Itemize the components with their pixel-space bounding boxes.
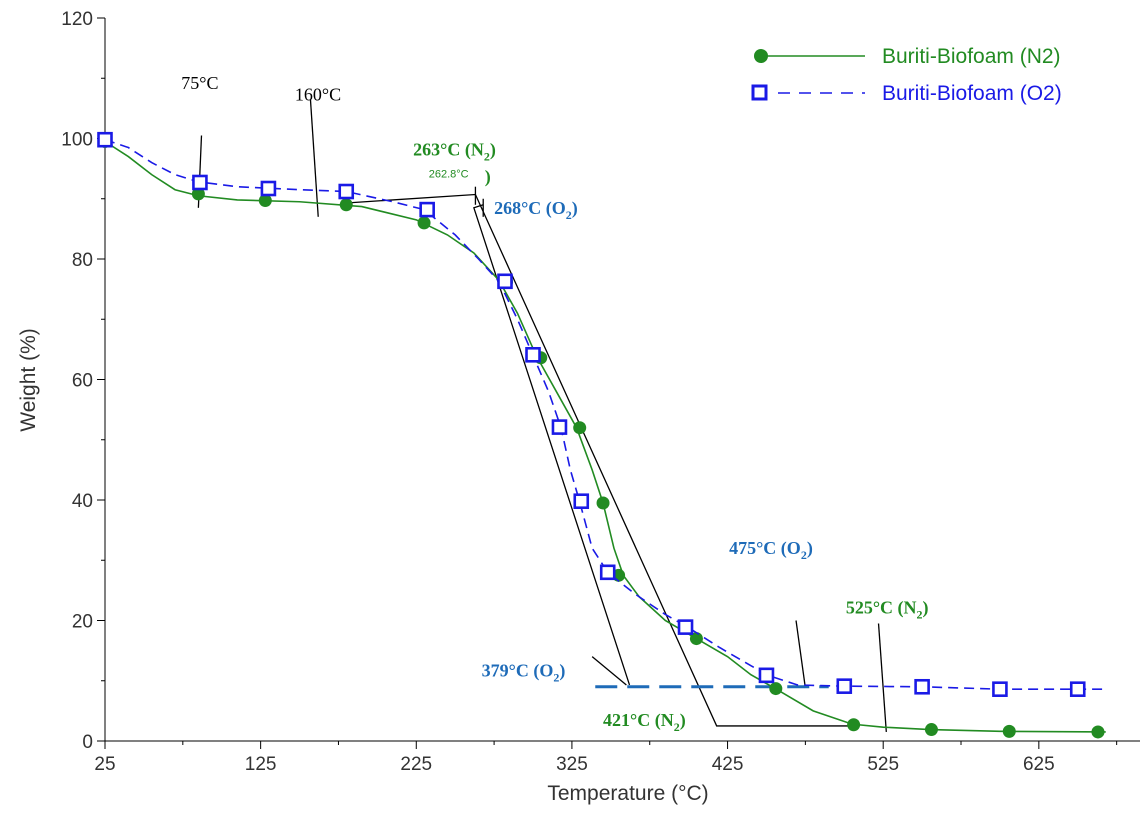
series-line xyxy=(104,138,1106,690)
data-point xyxy=(258,194,272,208)
annotation-text: 421°C (N xyxy=(603,710,674,731)
data-point xyxy=(1002,724,1016,738)
data-point xyxy=(417,216,431,230)
axes: 25 125 225 325 425 525 625 0 20 40 60 80 100 120 Tem… xyxy=(17,9,1140,805)
legend-marker-n2 xyxy=(754,49,768,63)
data-point xyxy=(191,187,205,201)
annotation-text: 525°C (N xyxy=(846,597,917,618)
data-point xyxy=(338,183,355,200)
x-tick-label: 525 xyxy=(867,754,899,775)
data-point xyxy=(847,718,861,732)
y-axis-title: Weight (%) xyxy=(17,328,40,431)
annotation-label: 262.8°C xyxy=(429,169,469,181)
annotation-subscript: 2 xyxy=(674,720,680,734)
x-tick-label: 225 xyxy=(400,754,432,775)
annotation-subscript: 2 xyxy=(801,548,807,562)
data-point xyxy=(689,632,703,646)
annotation-text: 379°C (O xyxy=(482,661,554,682)
y-ticks: 0 20 40 60 80 100 120 xyxy=(61,9,105,753)
annotation-close-paren: ) xyxy=(680,710,686,731)
series-layer xyxy=(97,131,1106,739)
annotation-text: 263°C (N xyxy=(413,139,484,160)
annotation-label: 263°C (N2) xyxy=(413,139,496,163)
annotation-close-paren: ) xyxy=(490,139,496,160)
annotation-label: 379°C (O2) xyxy=(482,661,566,685)
annotation-subscript: 2 xyxy=(484,149,490,163)
annotation-close-paren: ) xyxy=(559,661,565,682)
data-point xyxy=(192,174,208,191)
annotation-text: 262.8°C xyxy=(429,169,469,181)
y-tick-label: 80 xyxy=(72,250,93,271)
annotation-label: 75°C xyxy=(181,73,218,93)
data-point xyxy=(1069,681,1086,697)
annotation-close-paren: ) xyxy=(572,198,578,219)
annotation-label: 475°C (O2) xyxy=(729,538,813,562)
legend-label-o2: Buriti-Biofoam (O2) xyxy=(882,82,1062,105)
data-point xyxy=(769,682,783,696)
x-ticks: 25 125 225 325 425 525 625 xyxy=(94,741,1118,775)
x-tick-label: 25 xyxy=(94,754,115,775)
annotation-line xyxy=(346,193,853,727)
annotation-lines xyxy=(197,99,887,733)
annotation-text: 475°C (O xyxy=(729,538,801,559)
data-point xyxy=(419,201,435,218)
annotation-line xyxy=(795,620,807,689)
annotation-line xyxy=(309,99,319,217)
x-tick-label: 125 xyxy=(245,754,277,775)
legend: Buriti-Biofoam (N2) Buriti-Biofoam (O2) xyxy=(751,45,1062,105)
legend-marker-o2 xyxy=(751,84,768,101)
legend-label-n2: Buriti-Biofoam (N2) xyxy=(882,45,1061,68)
data-point xyxy=(573,421,587,435)
data-point xyxy=(525,346,541,363)
data-point xyxy=(992,681,1008,697)
y-tick-label: 60 xyxy=(72,371,93,392)
data-point xyxy=(677,619,694,635)
x-tick-label: 625 xyxy=(1023,754,1055,775)
annotation-line xyxy=(473,204,631,686)
x-tick-label: 425 xyxy=(712,754,744,775)
annotation-label: 160°C xyxy=(295,85,341,105)
annotation-label: ) xyxy=(485,166,491,187)
data-point xyxy=(914,678,930,695)
series-line xyxy=(104,140,1106,733)
x-tick-label: 325 xyxy=(556,754,588,775)
data-point xyxy=(339,198,353,212)
annotation-text: ) xyxy=(485,166,491,187)
annotation-line xyxy=(877,623,887,733)
data-point xyxy=(836,678,853,694)
y-tick-label: 120 xyxy=(61,9,93,30)
data-point xyxy=(551,419,568,435)
annotation-subscript: 2 xyxy=(553,671,559,685)
annotation-text: 75°C xyxy=(181,73,218,93)
data-point xyxy=(97,131,113,148)
data-point xyxy=(1091,725,1105,739)
annotation-text: 268°C (O xyxy=(494,198,566,219)
data-point xyxy=(599,564,616,581)
y-tick-label: 40 xyxy=(72,491,93,512)
annotation-label: 421°C (N2) xyxy=(603,710,686,734)
annotation-label: 268°C (O2) xyxy=(494,198,578,222)
data-point xyxy=(758,667,775,684)
data-point xyxy=(924,723,938,737)
annotation-close-paren: ) xyxy=(923,597,929,618)
data-point xyxy=(573,493,590,510)
annotation-subscript: 2 xyxy=(917,607,923,621)
annotation-label: 525°C (N2) xyxy=(846,597,929,621)
annotation-close-paren: ) xyxy=(807,538,813,559)
data-point xyxy=(497,273,513,290)
annotation-subscript: 2 xyxy=(566,208,572,222)
data-point xyxy=(596,496,610,510)
data-point xyxy=(260,180,277,197)
y-tick-label: 100 xyxy=(61,130,93,151)
y-tick-label: 20 xyxy=(72,612,93,633)
annotation-text: 160°C xyxy=(295,85,341,105)
x-axis-title: Temperature (°C) xyxy=(547,782,708,805)
y-tick-label: 0 xyxy=(82,732,93,753)
annotation-line xyxy=(591,656,627,686)
